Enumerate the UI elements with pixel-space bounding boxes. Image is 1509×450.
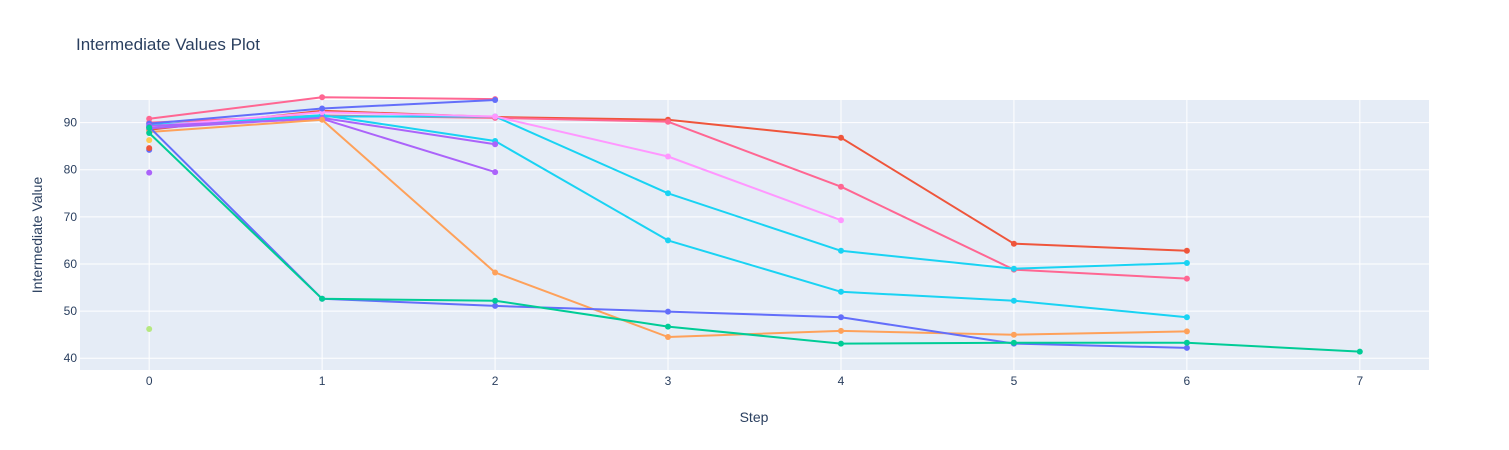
data-point[interactable] bbox=[492, 97, 499, 103]
series-14 bbox=[146, 326, 153, 332]
gridlines bbox=[80, 100, 1429, 370]
y-axis-ticks: 40 50 60 70 80 90 bbox=[64, 116, 78, 366]
data-point[interactable] bbox=[665, 334, 671, 340]
plot-area bbox=[80, 100, 1429, 370]
data-point[interactable] bbox=[1183, 275, 1190, 282]
data-point[interactable] bbox=[492, 297, 499, 304]
data-point[interactable] bbox=[1010, 240, 1017, 247]
y-tick-label: 80 bbox=[64, 163, 78, 177]
data-point[interactable] bbox=[665, 118, 671, 125]
data-point[interactable] bbox=[838, 288, 844, 295]
data-point[interactable] bbox=[1356, 348, 1363, 355]
series-line bbox=[148, 132, 1360, 353]
data-point[interactable] bbox=[838, 327, 844, 334]
data-point[interactable] bbox=[1010, 297, 1017, 304]
data-point[interactable] bbox=[146, 326, 153, 332]
data-point[interactable] bbox=[1183, 247, 1190, 254]
data-point[interactable] bbox=[492, 302, 499, 309]
data-point[interactable] bbox=[319, 105, 326, 112]
data-point[interactable] bbox=[1010, 339, 1017, 346]
data-point[interactable] bbox=[1010, 265, 1017, 272]
data-point[interactable] bbox=[146, 130, 153, 136]
series-17 bbox=[146, 145, 153, 152]
x-tick-label: 7 bbox=[1356, 374, 1363, 388]
data-point[interactable] bbox=[146, 145, 153, 152]
series-16 bbox=[146, 124, 153, 131]
x-tick-label: 1 bbox=[319, 374, 326, 388]
y-tick-label: 40 bbox=[64, 351, 78, 365]
data-point[interactable] bbox=[1183, 328, 1190, 335]
data-point[interactable] bbox=[665, 237, 671, 244]
series-15 bbox=[146, 137, 153, 144]
x-tick-label: 3 bbox=[665, 374, 672, 388]
data-point[interactable] bbox=[492, 141, 499, 148]
y-tick-label: 50 bbox=[64, 304, 78, 318]
series-12 bbox=[146, 169, 153, 176]
data-point[interactable] bbox=[319, 295, 326, 302]
data-point[interactable] bbox=[319, 116, 326, 123]
data-point[interactable] bbox=[146, 124, 153, 131]
chart-title: Intermediate Values Plot bbox=[76, 35, 260, 54]
x-tick-label: 2 bbox=[492, 374, 499, 388]
data-point[interactable] bbox=[665, 323, 671, 330]
data-point[interactable] bbox=[1183, 314, 1190, 321]
y-axis-title: Intermediate Value bbox=[29, 177, 45, 294]
data-point[interactable] bbox=[492, 269, 499, 276]
x-axis-title: Step bbox=[740, 409, 769, 425]
data-point[interactable] bbox=[1010, 331, 1017, 338]
series-layer bbox=[146, 94, 1363, 355]
data-point[interactable] bbox=[492, 169, 499, 176]
data-point[interactable] bbox=[838, 183, 844, 190]
data-point[interactable] bbox=[838, 217, 844, 224]
data-point[interactable] bbox=[146, 137, 153, 144]
data-point[interactable] bbox=[146, 115, 153, 122]
y-tick-label: 70 bbox=[64, 210, 78, 224]
data-point[interactable] bbox=[838, 340, 844, 347]
data-point[interactable] bbox=[665, 190, 671, 197]
data-point[interactable] bbox=[1183, 339, 1190, 346]
data-point[interactable] bbox=[492, 113, 499, 120]
data-point[interactable] bbox=[319, 94, 326, 101]
data-point[interactable] bbox=[1183, 260, 1190, 266]
x-tick-label: 5 bbox=[1011, 374, 1018, 388]
y-tick-label: 90 bbox=[64, 116, 78, 130]
data-point[interactable] bbox=[838, 134, 844, 141]
data-point[interactable] bbox=[146, 169, 153, 176]
data-point[interactable] bbox=[838, 314, 844, 321]
data-point[interactable] bbox=[665, 153, 671, 160]
x-tick-label: 6 bbox=[1184, 374, 1191, 388]
x-tick-label: 4 bbox=[838, 374, 845, 388]
series-11 bbox=[146, 130, 1363, 355]
x-tick-label: 0 bbox=[146, 374, 153, 388]
x-axis-ticks: 0 1 2 3 4 5 6 7 bbox=[146, 374, 1364, 388]
data-point[interactable] bbox=[665, 308, 671, 315]
data-point[interactable] bbox=[838, 247, 844, 254]
y-tick-label: 60 bbox=[64, 257, 78, 271]
series-6 bbox=[146, 97, 499, 127]
data-point[interactable] bbox=[1183, 344, 1190, 351]
